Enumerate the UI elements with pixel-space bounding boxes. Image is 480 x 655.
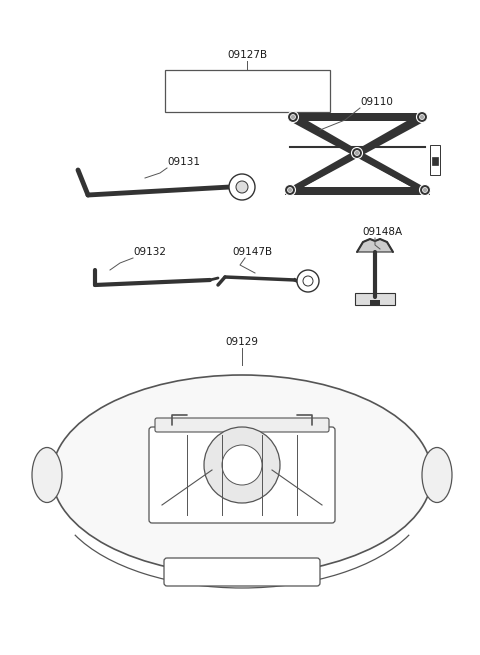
Bar	[370, 300, 380, 305]
FancyBboxPatch shape	[164, 558, 320, 586]
Ellipse shape	[52, 375, 432, 575]
Polygon shape	[357, 239, 393, 252]
FancyBboxPatch shape	[155, 418, 329, 432]
Circle shape	[303, 276, 313, 286]
FancyBboxPatch shape	[149, 427, 335, 523]
Text: 09147B: 09147B	[232, 247, 272, 257]
Bar	[355, 293, 395, 305]
Text: 09148A: 09148A	[362, 227, 402, 237]
Circle shape	[290, 115, 296, 119]
Bar	[165, 70, 330, 112]
Circle shape	[420, 185, 431, 195]
Circle shape	[288, 111, 299, 122]
Circle shape	[297, 270, 319, 292]
Bar	[432, 157, 438, 165]
Circle shape	[422, 187, 428, 193]
Bar	[295, 113, 420, 121]
Text: 09129: 09129	[226, 337, 259, 347]
Circle shape	[229, 174, 255, 200]
Circle shape	[351, 147, 362, 159]
Circle shape	[417, 111, 428, 122]
Text: 09127B: 09127B	[227, 50, 267, 60]
Text: 09110: 09110	[360, 97, 393, 107]
Ellipse shape	[422, 447, 452, 502]
Circle shape	[288, 187, 292, 193]
Circle shape	[204, 427, 280, 503]
Text: 09131: 09131	[167, 157, 200, 167]
Circle shape	[236, 181, 248, 193]
Circle shape	[420, 115, 424, 119]
Text: 09132: 09132	[133, 247, 166, 257]
Ellipse shape	[32, 447, 62, 502]
Bar	[285, 187, 430, 195]
Circle shape	[222, 445, 262, 485]
Circle shape	[285, 185, 296, 195]
Circle shape	[355, 151, 360, 155]
Bar	[430, 145, 440, 175]
